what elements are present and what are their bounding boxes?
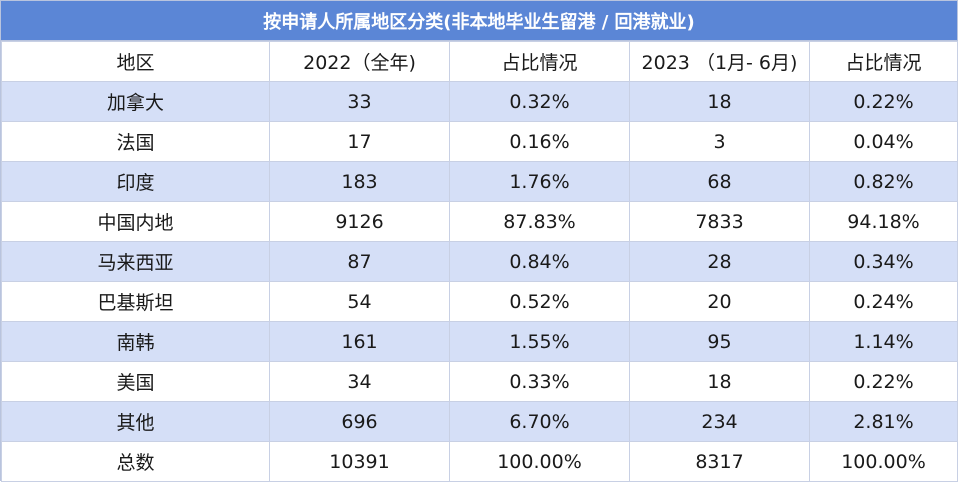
cell-share-2022: 0.84% (449, 241, 630, 282)
cell-region: 其他 (1, 401, 270, 442)
cell-2022: 34 (269, 361, 450, 402)
cell-2022: 10391 (269, 441, 450, 482)
cell-share-2022: 0.16% (449, 121, 630, 162)
cell-region: 中国内地 (1, 201, 270, 242)
cell-2022: 17 (269, 121, 450, 162)
table-row: 美国 34 0.33% 18 0.22% (1, 361, 958, 402)
cell-share-2022: 0.32% (449, 81, 630, 122)
table-row: 南韩 161 1.55% 95 1.14% (1, 321, 958, 362)
cell-region: 法国 (1, 121, 270, 162)
table-row: 加拿大 33 0.32% 18 0.22% (1, 81, 958, 122)
cell-share-2023: 0.34% (809, 241, 958, 282)
cell-share-2022: 87.83% (449, 201, 630, 242)
cell-share-2023: 2.81% (809, 401, 958, 442)
header-2023: 2023 （1月- 6月) (629, 41, 810, 82)
table-row: 其他 696 6.70% 234 2.81% (1, 401, 958, 442)
header-row: 地区 2022（全年) 占比情况 2023 （1月- 6月) 占比情况 (1, 41, 958, 82)
header-2022: 2022（全年) (269, 41, 450, 82)
cell-share-2023: 0.82% (809, 161, 958, 202)
cell-2023: 18 (629, 361, 810, 402)
cell-region: 印度 (1, 161, 270, 202)
cell-share-2022: 0.52% (449, 281, 630, 322)
cell-2022: 87 (269, 241, 450, 282)
cell-region: 巴基斯坦 (1, 281, 270, 322)
cell-share-2022: 1.76% (449, 161, 630, 202)
cell-share-2022: 100.00% (449, 441, 630, 482)
cell-share-2022: 0.33% (449, 361, 630, 402)
cell-share-2023: 100.00% (809, 441, 958, 482)
cell-2022: 33 (269, 81, 450, 122)
cell-2023: 95 (629, 321, 810, 362)
cell-share-2023: 94.18% (809, 201, 958, 242)
cell-2022: 696 (269, 401, 450, 442)
table-row: 印度 183 1.76% 68 0.82% (1, 161, 958, 202)
header-region: 地区 (1, 41, 270, 82)
cell-share-2023: 1.14% (809, 321, 958, 362)
cell-share-2023: 0.24% (809, 281, 958, 322)
header-share-2022: 占比情况 (449, 41, 630, 82)
cell-2022: 9126 (269, 201, 450, 242)
cell-2022: 183 (269, 161, 450, 202)
cell-share-2022: 6.70% (449, 401, 630, 442)
cell-region: 马来西亚 (1, 241, 270, 282)
cell-2022: 54 (269, 281, 450, 322)
cell-share-2023: 0.04% (809, 121, 958, 162)
cell-2023: 28 (629, 241, 810, 282)
cell-2023: 7833 (629, 201, 810, 242)
header-share-2023: 占比情况 (809, 41, 958, 82)
cell-2023: 68 (629, 161, 810, 202)
cell-2023: 234 (629, 401, 810, 442)
cell-region: 南韩 (1, 321, 270, 362)
cell-2023: 18 (629, 81, 810, 122)
table-row: 中国内地 9126 87.83% 7833 94.18% (1, 201, 958, 242)
cell-region: 加拿大 (1, 81, 270, 122)
cell-share-2023: 0.22% (809, 361, 958, 402)
cell-2023: 8317 (629, 441, 810, 482)
cell-region: 总数 (1, 441, 270, 482)
table-row: 巴基斯坦 54 0.52% 20 0.24% (1, 281, 958, 322)
cell-2023: 3 (629, 121, 810, 162)
total-row: 总数 10391 100.00% 8317 100.00% (1, 441, 958, 482)
table-row: 马来西亚 87 0.84% 28 0.34% (1, 241, 958, 282)
table-title: 按申请人所属地区分类(非本地毕业生留港 / 回港就业) (1, 1, 957, 41)
cell-share-2023: 0.22% (809, 81, 958, 122)
cell-2022: 161 (269, 321, 450, 362)
cell-region: 美国 (1, 361, 270, 402)
cell-2023: 20 (629, 281, 810, 322)
region-table: 地区 2022（全年) 占比情况 2023 （1月- 6月) 占比情况 加拿大 … (1, 41, 958, 482)
table-row: 法国 17 0.16% 3 0.04% (1, 121, 958, 162)
cell-share-2022: 1.55% (449, 321, 630, 362)
